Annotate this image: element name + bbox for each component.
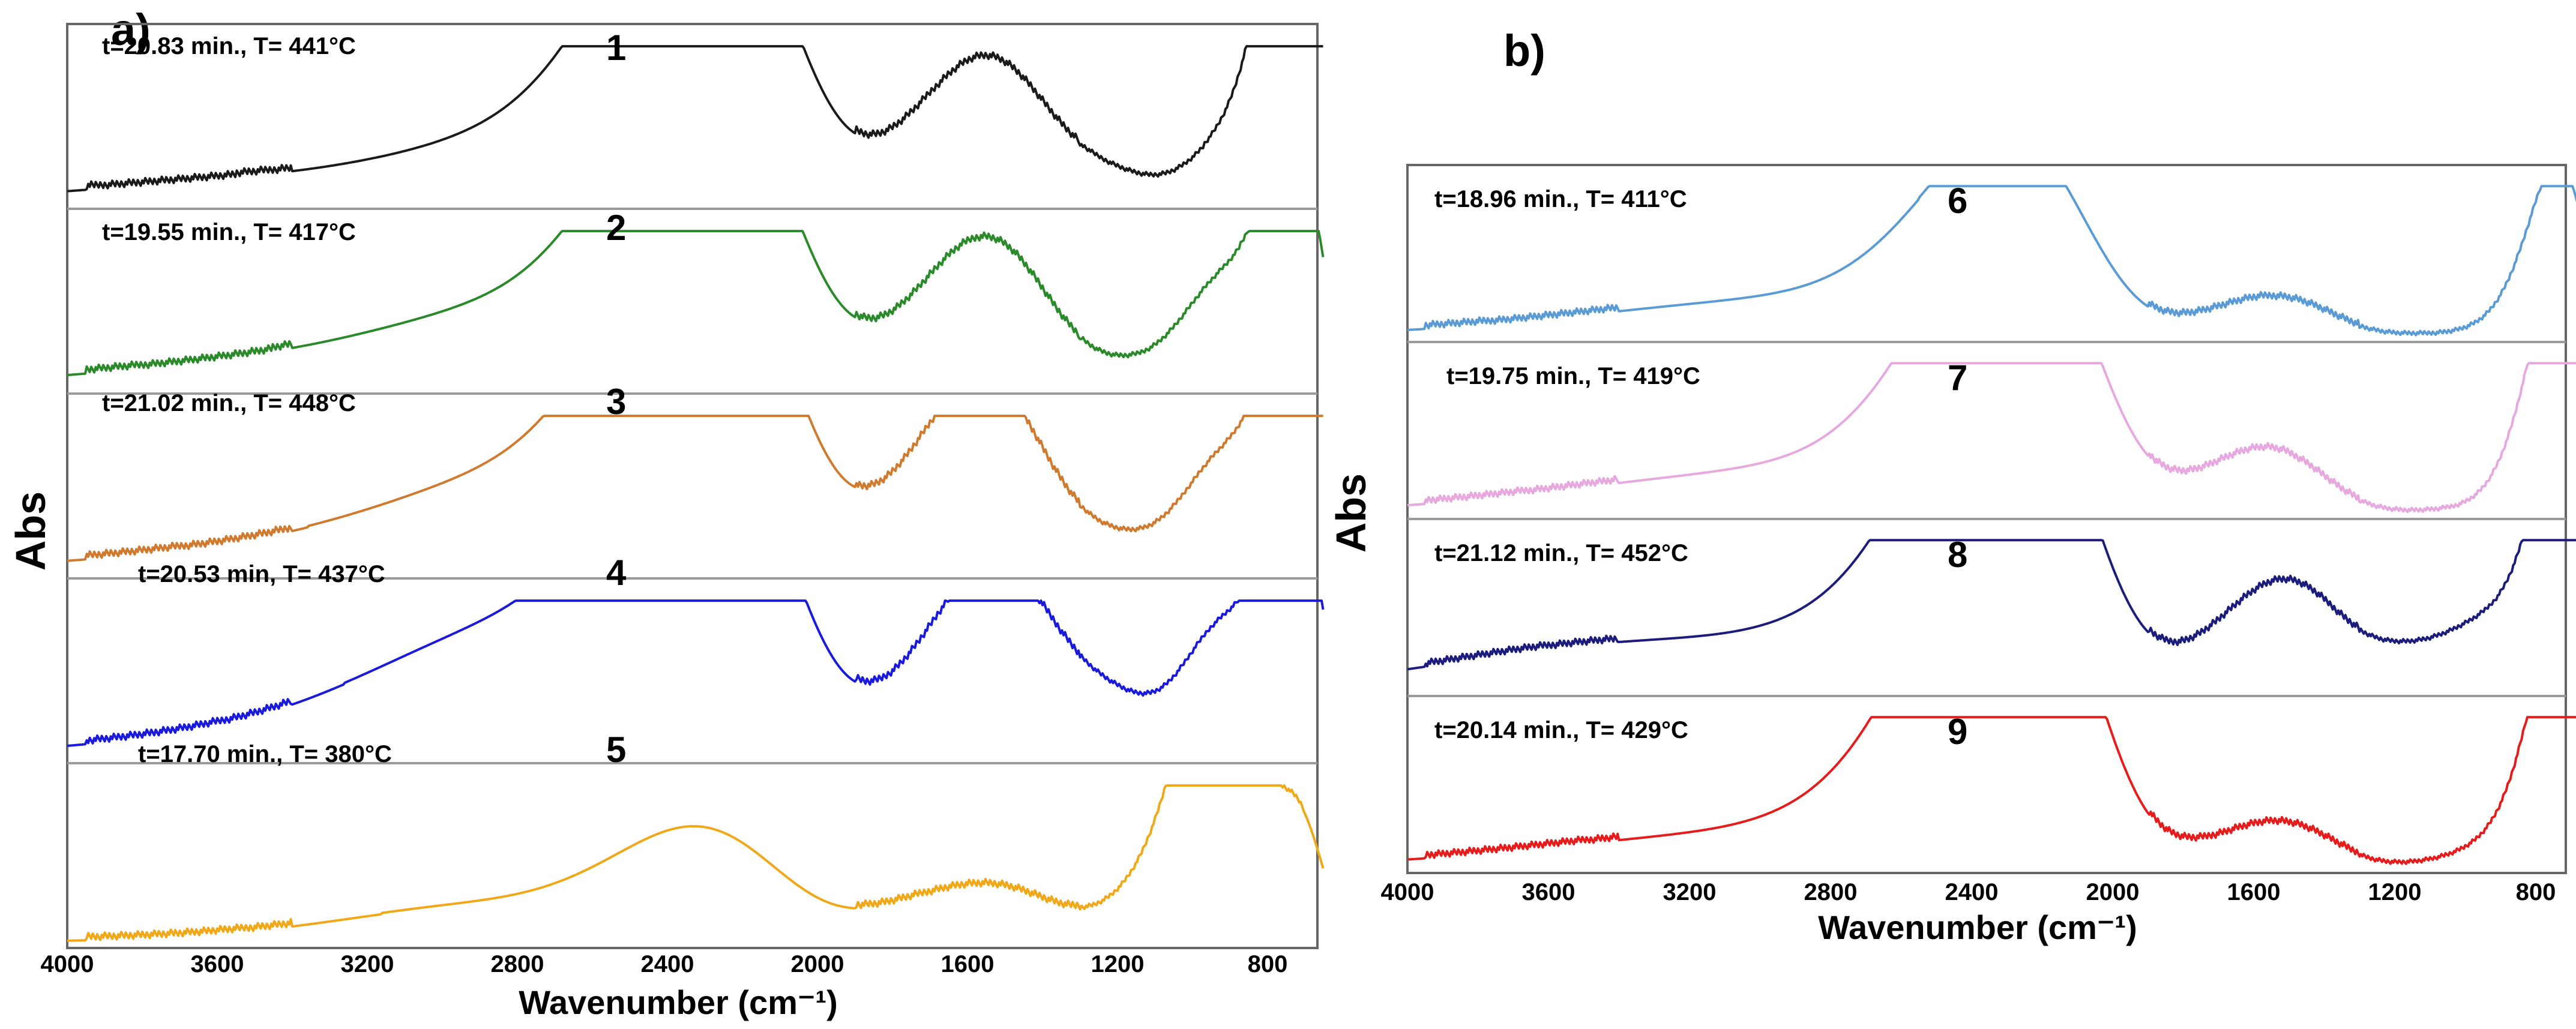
- spectrum-annotation-2: t=19.55 min., T= 417°C: [102, 219, 356, 245]
- spectrum-annotation-7: t=19.75 min., T= 419°C: [1446, 363, 1700, 389]
- xtick-2800: 2800: [491, 951, 544, 977]
- xtick-3200: 3200: [341, 951, 394, 977]
- spectrum-annotation-9: t=20.14 min., T= 429°C: [1434, 717, 1688, 743]
- spectrum-line-8: [1407, 539, 2576, 671]
- spectrum-annotation-4: t=20.53 min, T= 437°C: [138, 561, 385, 587]
- spectrum-number-4: 4: [606, 553, 627, 593]
- plot-frame: [66, 23, 1319, 949]
- spectrum-number-9: 9: [1948, 712, 1967, 752]
- panel-a: a) Abs t=20.83 min., T= 441°C 1 t=19.55 mi…: [7, 5, 1325, 1021]
- spectrum-annotation-5: t=17.70 min., T= 380°C: [138, 741, 392, 767]
- spectrum-annotation-6: t=18.96 min., T= 411°C: [1434, 186, 1687, 212]
- panel-b-xticks: 4000 3600 3200 2800 2400 2000 1600 1200 …: [1381, 879, 2556, 905]
- xtick-2400: 2400: [641, 951, 694, 977]
- panel-b-letter: b): [1503, 26, 1545, 76]
- panel-a-xticks: 4000 3600 3200 2800 2400 2000 1600 1200 …: [41, 951, 1288, 977]
- xtick-3600: 3600: [1522, 879, 1575, 905]
- xtick-3200: 3200: [1663, 879, 1717, 905]
- xtick-1200: 1200: [1091, 951, 1145, 977]
- xtick-800: 800: [2516, 879, 2556, 905]
- panel-b-xlabel: Wavenumber (cm⁻¹): [1818, 908, 2137, 946]
- xtick-4000: 4000: [41, 951, 94, 977]
- spectrum-number-5: 5: [606, 730, 626, 770]
- panel-a-plot: t=20.83 min., T= 441°C 1 t=19.55 min., T= …: [66, 23, 1325, 949]
- spectrum-annotation-1: t=20.83 min., T= 441°C: [102, 33, 356, 59]
- spectrum-line-1: [67, 45, 1323, 193]
- spectrum-number-7: 7: [1948, 358, 1967, 398]
- xtick-2800: 2800: [1804, 879, 1858, 905]
- spectrum-number-2: 2: [606, 208, 626, 248]
- spectrum-annotation-3: t=21.02 min., T= 448°C: [102, 390, 356, 416]
- spectrum-line-2: [67, 230, 1325, 377]
- xtick-1600: 1600: [941, 951, 995, 977]
- panel-a-letter: a): [111, 5, 151, 55]
- panel-a-ylabel: Abs: [7, 491, 54, 571]
- spectrum-line-5: [67, 784, 1325, 942]
- panel-b-ylabel: Abs: [1328, 473, 1374, 553]
- spectrum-line-6: [1407, 185, 2576, 337]
- spectrum-number-8: 8: [1948, 535, 1967, 575]
- xtick-3600: 3600: [191, 951, 244, 977]
- xtick-800: 800: [1248, 951, 1288, 977]
- panel-b: b) Abs t=18.96 min., T= 411°C 6 t=19.75 mi…: [1328, 26, 2576, 946]
- xtick-2000: 2000: [791, 951, 844, 977]
- spectrum-line-9: [1407, 716, 2576, 865]
- xtick-4000: 4000: [1381, 879, 1434, 905]
- xtick-1600: 1600: [2227, 879, 2281, 905]
- spectrum-number-1: 1: [606, 28, 626, 68]
- xtick-2400: 2400: [1945, 879, 1999, 905]
- spectrum-line-7: [1407, 362, 2576, 514]
- xtick-1200: 1200: [2368, 879, 2422, 905]
- spectrum-number-6: 6: [1948, 181, 1967, 221]
- spectrum-line-4: [67, 599, 1325, 747]
- spectrum-annotation-8: t=21.12 min., T= 452°C: [1434, 540, 1688, 566]
- panel-b-plot: t=18.96 min., T= 411°C 6 t=19.75 min., T= …: [1406, 164, 2576, 874]
- xtick-2000: 2000: [2086, 879, 2140, 905]
- spectrum-line-3: [67, 415, 1323, 562]
- spectrum-number-3: 3: [606, 382, 626, 422]
- panel-a-xlabel: Wavenumber (cm⁻¹): [519, 983, 838, 1021]
